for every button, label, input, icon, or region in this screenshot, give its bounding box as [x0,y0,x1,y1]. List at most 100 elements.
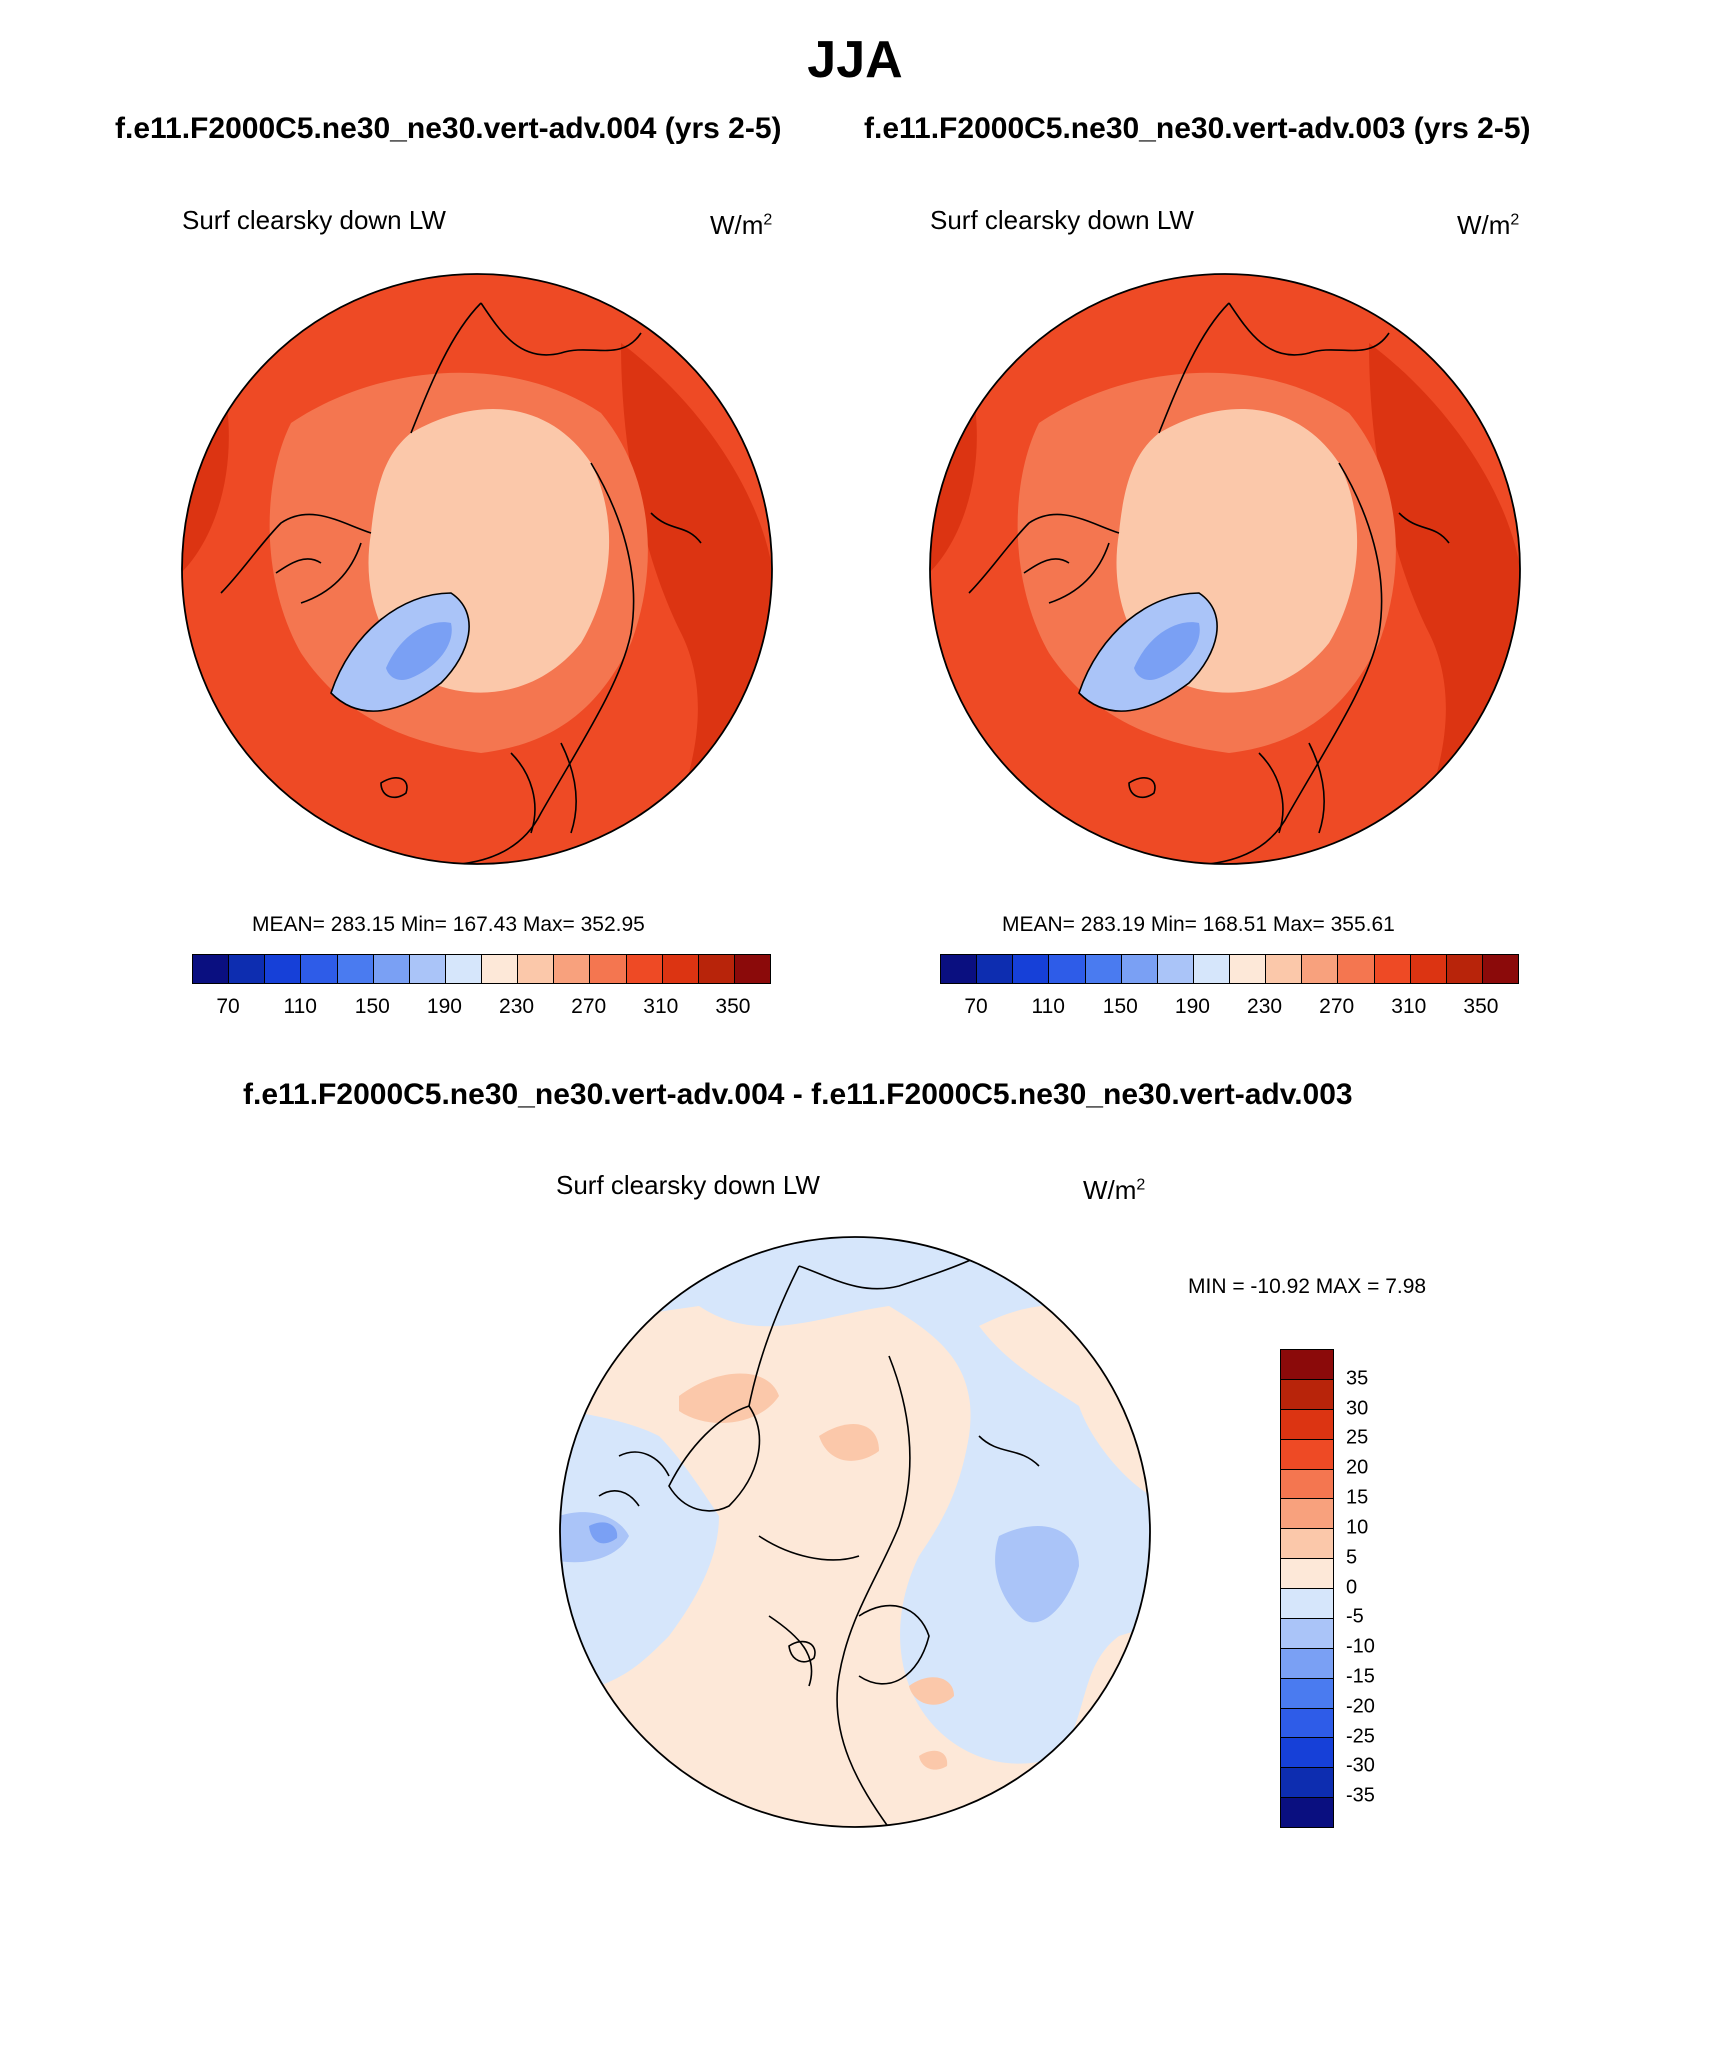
colorbar-tick-label: -5 [1346,1605,1364,1628]
colorbar-swatch [337,955,374,983]
colorbar-tick-label: 190 [426,995,462,1018]
colorbar-tick-label: 35 [1346,1367,1369,1390]
colorbar-tick-label: 5 [1346,1546,1358,1569]
colorbar-tick-label: -20 [1346,1695,1375,1718]
left-colorbar [192,954,771,984]
left-polar-map [181,273,773,865]
colorbar-swatch [1281,1379,1333,1410]
colorbar-swatch [445,955,482,983]
colorbar-swatch [518,955,555,983]
right-panel-variable-label: Surf clearsky down LW [930,205,1194,235]
colorbar-tick-label: 230 [499,995,535,1018]
colorbar-tick-label: 350 [1463,995,1499,1018]
colorbar-swatch [1482,955,1518,983]
right-polar-map [929,273,1521,865]
colorbar-swatch [193,955,230,983]
colorbar-swatch [1281,1678,1333,1709]
diff-colorbar [1280,1349,1334,1828]
colorbar-tick-label: 20 [1346,1456,1369,1479]
right-run-subtitle: f.e11.F2000C5.ne30_ne30.vert-adv.003 (yr… [864,112,1531,145]
colorbar-swatch [1281,1798,1333,1827]
figure-title: JJA [807,31,903,89]
colorbar-swatch [662,955,699,983]
colorbar-swatch [229,955,266,983]
colorbar-swatch [626,955,663,983]
colorbar-swatch [554,955,591,983]
colorbar-tick-label: 150 [1102,995,1138,1018]
colorbar-tick-label: 110 [1031,995,1065,1018]
colorbar-swatch [1281,1559,1333,1589]
colorbar-swatch [1446,955,1483,983]
colorbar-tick-label: -15 [1346,1665,1375,1688]
colorbar-swatch [1281,1409,1333,1440]
colorbar-tick-label: 70 [216,995,240,1018]
colorbar-tick-label: 30 [1346,1397,1369,1420]
colorbar-tick-label: 0 [1346,1576,1358,1598]
colorbar-swatch [977,955,1014,983]
diff-panel-variable-label: Surf clearsky down LW [556,1170,820,1200]
colorbar-swatch [1281,1350,1333,1380]
right-colorbar [940,954,1519,984]
colorbar-swatch [1302,955,1339,983]
difference-polar-map [559,1236,1151,1828]
colorbar-swatch [1085,955,1122,983]
colorbar-swatch [265,955,302,983]
colorbar-tick-label: 310 [1391,995,1427,1018]
colorbar-swatch [1338,955,1375,983]
colorbar-tick-label: 70 [964,995,988,1018]
colorbar-tick-label: -10 [1346,1635,1375,1658]
colorbar-swatch [301,955,338,983]
colorbar-swatch [1230,955,1267,983]
colorbar-swatch [1281,1439,1333,1470]
colorbar-swatch [1193,955,1230,983]
colorbar-swatch [1281,1529,1333,1560]
colorbar-swatch [1281,1738,1333,1769]
diff-colorbar-ticks: 35 30 25 20 15 10 5 0 -5 -10 -15 -20 -25 -30 -35 [1346,1349,1426,1826]
colorbar-swatch [1049,955,1086,983]
colorbar-tick-label: -25 [1346,1725,1375,1748]
left-colorbar-ticks: 70 110 150 190 230 270 310 350 [192,995,769,1021]
left-panel-stats: MEAN= 283.15 Min= 167.43 Max= 352.95 [252,913,645,936]
colorbar-tick-label: 15 [1346,1486,1369,1509]
colorbar-swatch [1281,1589,1333,1619]
colorbar-swatch [1281,1469,1333,1500]
colorbar-swatch [734,955,770,983]
colorbar-tick-label: 230 [1247,995,1283,1018]
colorbar-swatch [1281,1648,1333,1679]
difference-title: f.e11.F2000C5.ne30_ne30.vert-adv.004 - f… [243,1078,1353,1111]
colorbar-swatch [590,955,627,983]
colorbar-swatch [409,955,446,983]
colorbar-swatch [1281,1768,1333,1799]
colorbar-swatch [698,955,735,983]
colorbar-tick-label: -35 [1346,1784,1375,1807]
diff-panel-stats: MIN = -10.92 MAX = 7.98 [1188,1275,1427,1298]
colorbar-swatch [1013,955,1050,983]
colorbar-swatch [482,955,519,983]
colorbar-swatch [1410,955,1447,983]
colorbar-tick-label: 350 [715,995,751,1018]
colorbar-swatch [941,955,978,983]
left-run-subtitle: f.e11.F2000C5.ne30_ne30.vert-adv.004 (yr… [115,112,782,145]
colorbar-tick-label: 190 [1174,995,1210,1018]
colorbar-tick-label: 270 [571,995,607,1018]
colorbar-tick-label: -30 [1346,1754,1375,1777]
colorbar-tick-label: 270 [1319,995,1355,1018]
colorbar-tick-label: 310 [643,995,679,1018]
colorbar-swatch [1157,955,1194,983]
colorbar-tick-label: 150 [354,995,390,1018]
colorbar-swatch [1281,1708,1333,1739]
colorbar-swatch [1281,1499,1333,1530]
right-panel-units: W/m2 [1457,210,1520,240]
colorbar-swatch [1374,955,1411,983]
colorbar-swatch [1121,955,1158,983]
colorbar-swatch [373,955,410,983]
diff-panel-units: W/m2 [1083,1175,1146,1205]
colorbar-tick-label: 110 [283,995,317,1018]
right-colorbar-ticks: 70 110 150 190 230 270 310 350 [940,995,1517,1021]
colorbar-swatch [1281,1618,1333,1649]
colorbar-tick-label: 10 [1346,1516,1369,1539]
colorbar-swatch [1266,955,1303,983]
right-panel-stats: MEAN= 283.19 Min= 168.51 Max= 355.61 [1002,913,1395,936]
left-panel-variable-label: Surf clearsky down LW [182,205,446,235]
colorbar-tick-label: 25 [1346,1426,1369,1449]
